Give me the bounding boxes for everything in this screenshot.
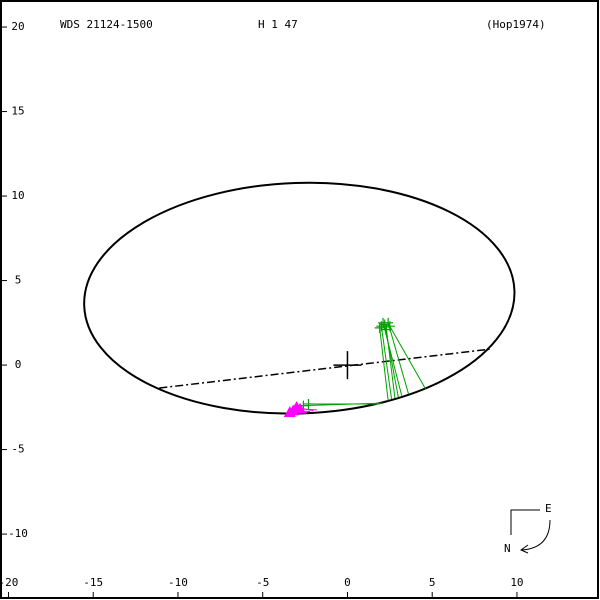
observation xyxy=(381,324,392,335)
compass-arrow xyxy=(519,519,551,554)
residual xyxy=(380,326,393,399)
primary-star xyxy=(333,351,362,380)
observation xyxy=(303,398,314,409)
x-tick-label: -10 xyxy=(168,576,188,589)
residual xyxy=(387,322,409,394)
x-tick-label: 0 xyxy=(344,576,351,589)
y-tick-label: -10 xyxy=(8,527,28,540)
y-tick-label: 10 xyxy=(11,189,24,202)
compass-east: E xyxy=(545,502,552,515)
line-of-nodes xyxy=(159,348,490,389)
reference: (Hop1974) xyxy=(486,18,546,31)
observation xyxy=(293,402,307,414)
y-tick-label: 15 xyxy=(11,105,24,118)
y-tick-label: 20 xyxy=(11,20,24,33)
x-tick-label: -20 xyxy=(0,576,18,589)
chart-subtitle: H 1 47 xyxy=(258,18,298,31)
residual xyxy=(385,329,396,399)
y-tick-label: -5 xyxy=(11,443,24,456)
observation xyxy=(378,317,389,328)
residual xyxy=(389,325,426,389)
observation xyxy=(374,322,385,333)
x-tick-label: 5 xyxy=(429,576,436,589)
chart-title: WDS 21124-1500 xyxy=(60,18,153,31)
orbit-ellipse xyxy=(83,181,516,415)
observation xyxy=(283,406,296,417)
x-tick-label: -5 xyxy=(256,576,269,589)
residual xyxy=(379,327,389,401)
residual xyxy=(382,322,403,396)
compass: E N xyxy=(504,502,552,555)
y-tick-label: 0 xyxy=(15,358,22,371)
compass-arms xyxy=(510,509,540,535)
y-tick-label: 5 xyxy=(15,274,22,287)
x-tick-label: -15 xyxy=(83,576,103,589)
x-tick-label: 10 xyxy=(510,576,523,589)
compass-north: N xyxy=(504,542,511,555)
residual xyxy=(303,402,384,407)
